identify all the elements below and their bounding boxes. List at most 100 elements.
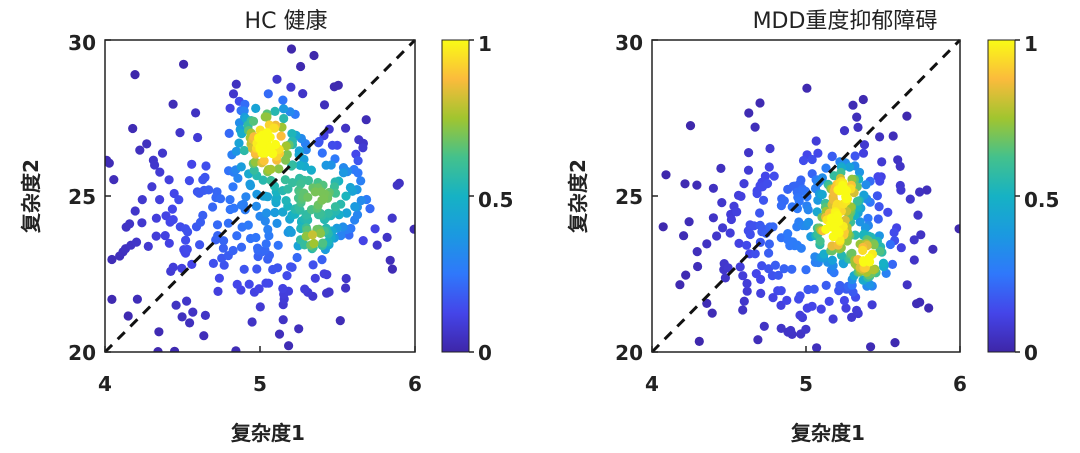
scatter-point [847,248,857,258]
scatter-point [883,207,893,217]
scatter-point [279,113,289,124]
scatter-point [370,224,380,234]
scatter-point [909,235,919,245]
scatter-point [249,165,259,175]
scatter-point [263,192,273,202]
colorbar-tick-label: 0.5 [478,188,513,212]
scatter-point [852,305,862,315]
scatter-point [742,240,752,250]
scatter-point [198,210,208,220]
scatter-point [382,232,392,242]
scatter-point [184,176,194,186]
scatter-point [873,214,883,224]
scatter-point [858,148,869,158]
scatter-point [286,44,297,54]
scatter-point [757,261,767,271]
scatter-point [863,213,873,223]
scatter-point [832,211,843,221]
scatter-point [272,218,282,228]
scatter-point [324,124,334,134]
scatter-point [768,293,778,303]
scatter-point [841,303,851,313]
scatter-point [150,160,160,170]
scatter-point [105,158,114,168]
scatter-point [219,260,229,270]
colorbar-tick-label: 1 [1024,32,1038,56]
scatter-point [208,258,218,268]
scatter-point [286,227,296,237]
scatter-point [204,185,214,195]
scatter-point [168,262,178,272]
scatter-point [738,305,748,315]
scatter-point [764,264,774,274]
scatter-point [276,131,286,141]
x-axis-label: 复杂度1 [790,421,865,445]
scatter-point [783,229,793,239]
scatter-point [266,143,276,153]
scatter-point [738,271,748,281]
x-tick-label: 4 [645,372,659,396]
scatter-point [361,115,371,125]
scatter-point [803,205,813,215]
scatter-point [812,343,822,352]
scatter-point [387,213,397,223]
colorbar-tick-label: 0.5 [1024,188,1059,212]
scatter-point [295,160,305,170]
scatter-point [928,244,938,254]
scatter-point [839,126,850,136]
scatter-point [252,264,262,274]
scatter-point [335,316,345,326]
scatter-point [287,178,298,188]
scatter-point [816,304,826,314]
scatter-point [356,176,366,186]
scatter-point [875,132,885,142]
scatter-point [853,122,863,132]
scatter-point [143,241,153,251]
scatter-point [151,213,161,223]
scatter-point [278,315,288,325]
scatter-point [725,228,735,238]
scatter-point [232,279,242,289]
scatter-point [286,82,296,92]
scatter-point [828,314,838,324]
scatter-point [199,331,209,341]
scatter-point [852,112,862,122]
scatter-point [835,280,845,291]
scatter-point [125,219,135,229]
scatter-point [782,295,792,305]
scatter-point [255,302,265,312]
scatter-point [773,270,784,280]
scatter-point [219,236,229,246]
scatter-point [170,346,180,352]
scatter-point [872,191,883,201]
scatter-point [286,262,296,272]
scatter-point [702,239,712,249]
scatter-point [266,164,276,174]
scatter-point [330,202,340,212]
y-tick-label: 25 [68,185,96,209]
scatter-point [237,129,247,139]
scatter-point [764,162,774,172]
scatter-point [750,249,760,259]
scatter-point [708,213,719,223]
scatter-point [263,89,273,99]
scatter-point [270,207,280,218]
scatter-point [228,89,239,99]
scatter-point [358,143,368,153]
scatter-point [132,294,142,304]
scatter-point [123,311,133,321]
scatter-point [151,231,161,241]
scatter-point [801,324,811,334]
scatter-point [770,260,781,270]
chart-title: MDD重度抑郁障碍 [753,9,938,34]
y-axis-label: 复杂度2 [19,159,43,234]
x-tick-label: 4 [98,372,112,396]
scatter-point [798,155,809,166]
scatter-point [735,262,745,272]
scatter-point [915,187,925,197]
scatter-point [895,161,905,171]
x-axis: 4 5 6 复杂度1 [645,346,967,445]
scatter-point [807,301,817,311]
scatter-point [795,310,805,320]
scatter-point [262,112,272,122]
